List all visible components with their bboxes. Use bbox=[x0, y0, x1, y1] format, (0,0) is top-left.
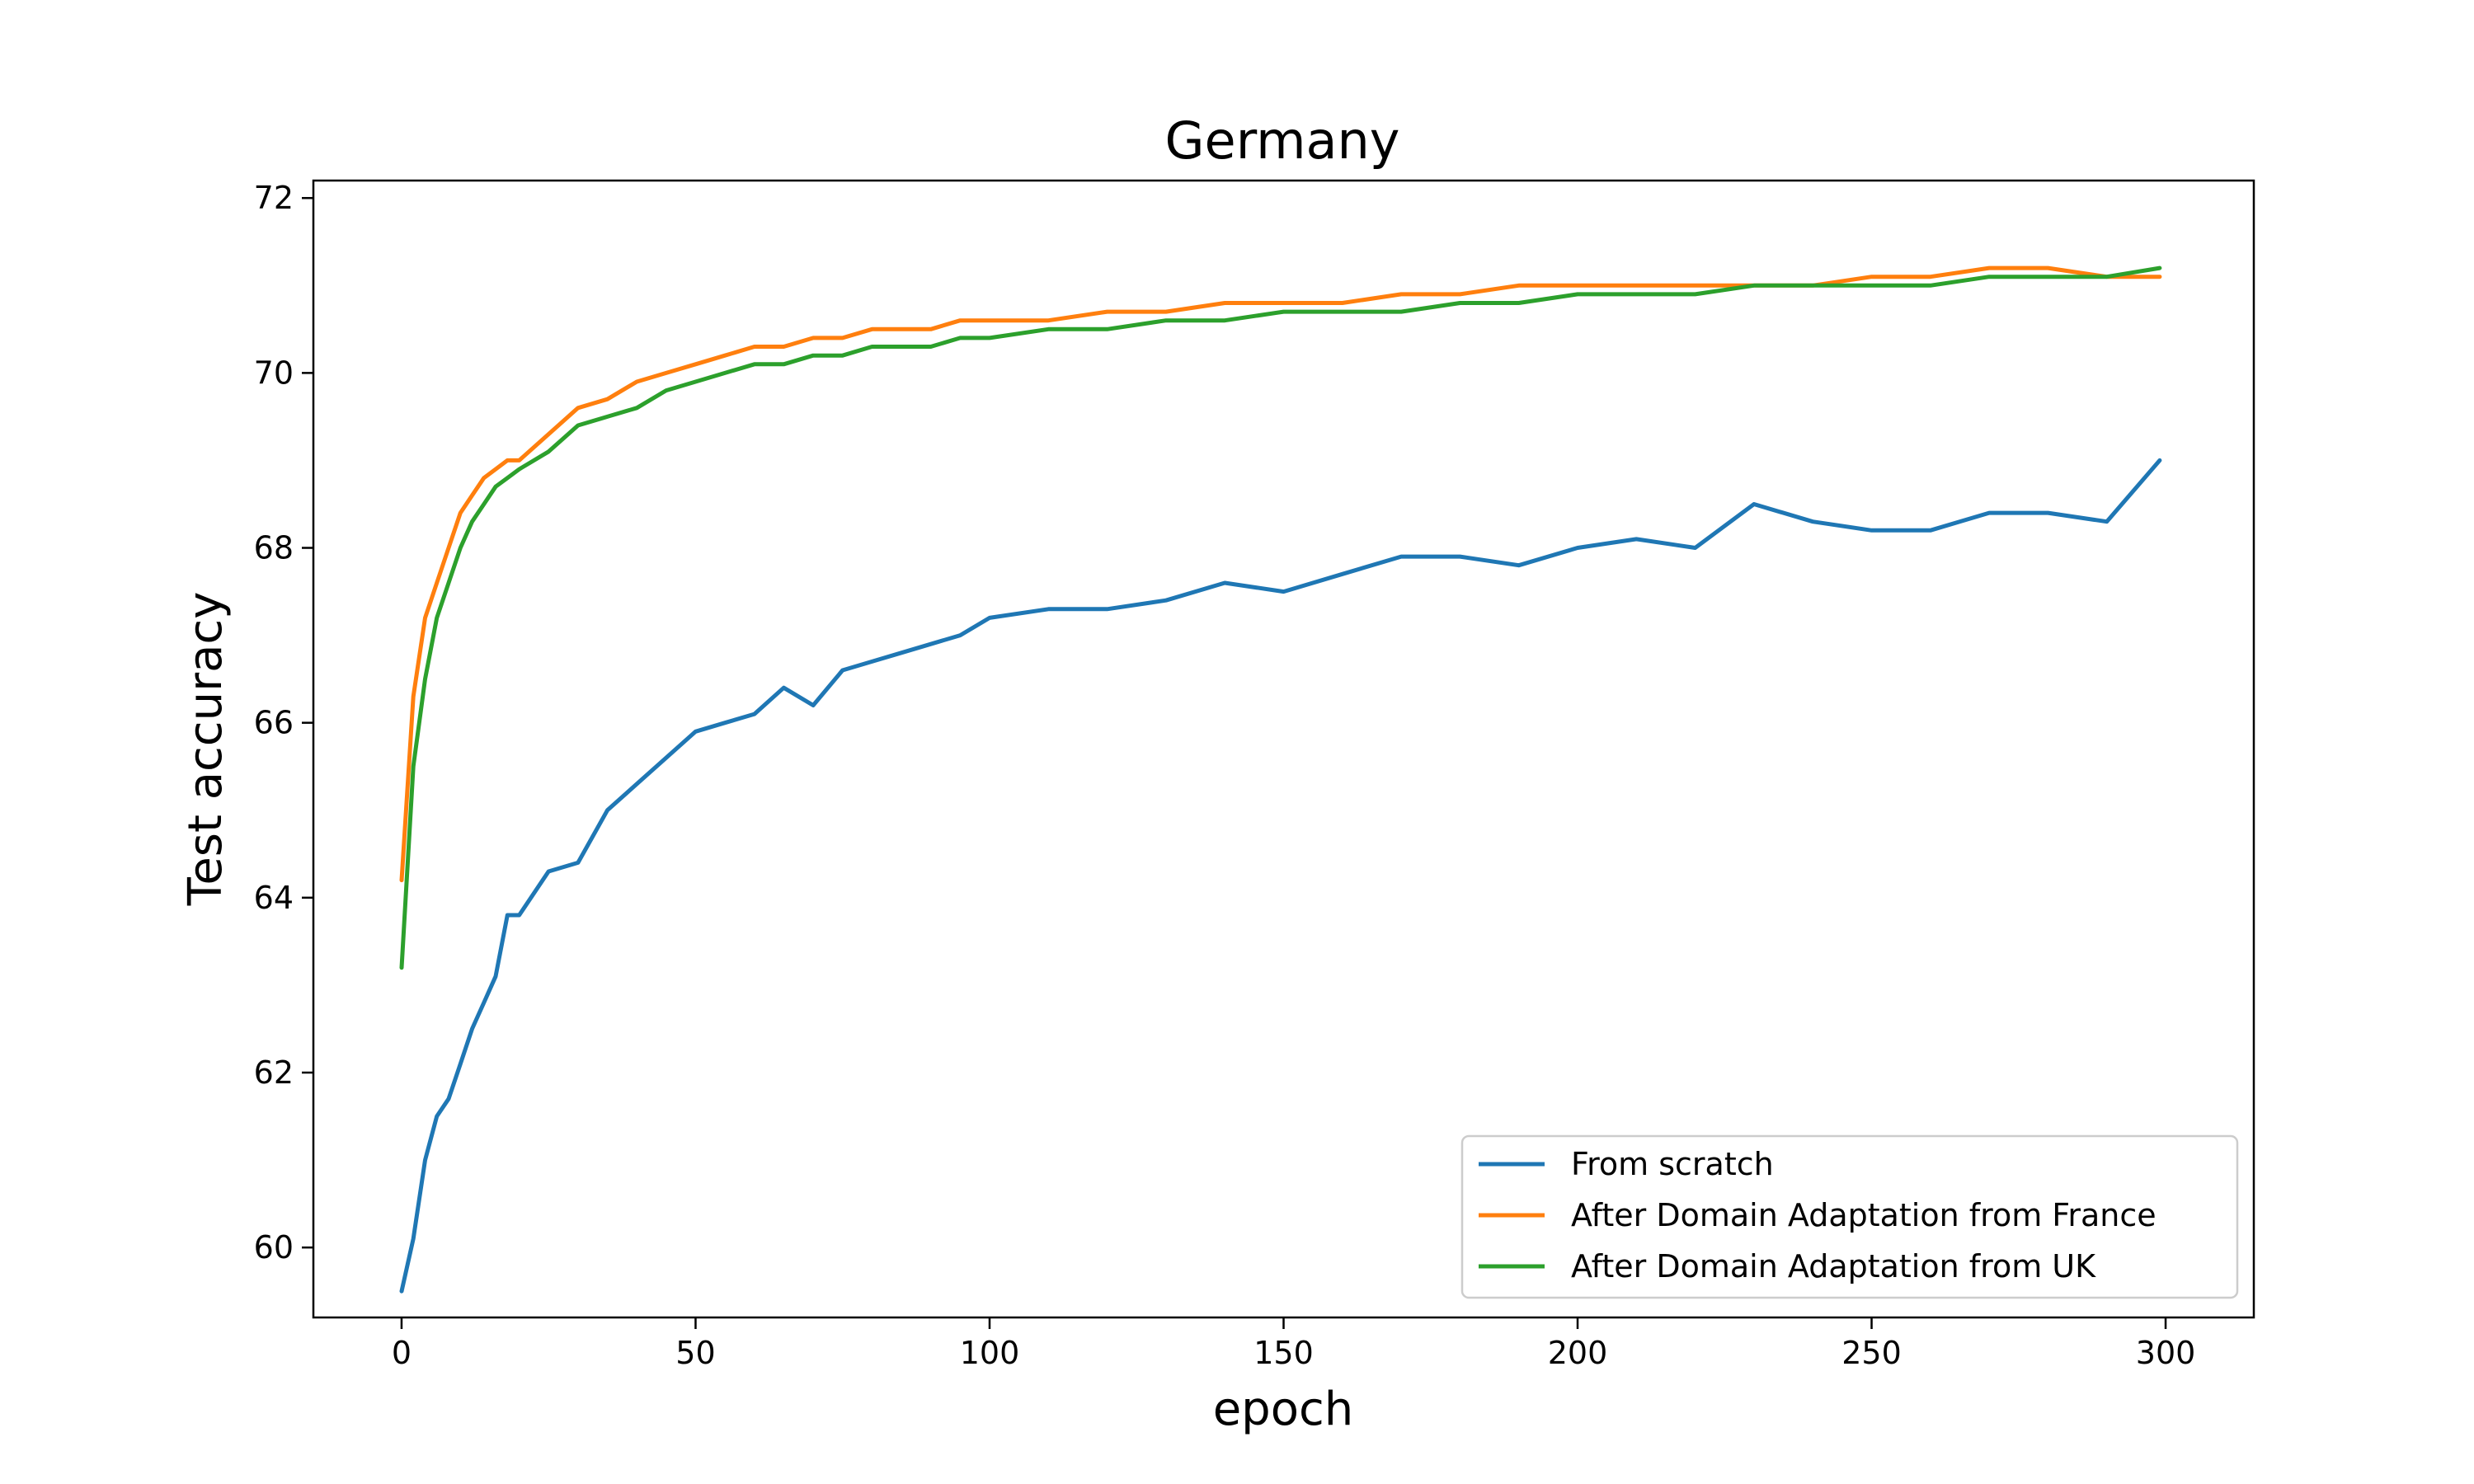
x-tick-label-100: 100 bbox=[960, 1335, 1020, 1371]
x-tick-label-300: 300 bbox=[2136, 1335, 2196, 1371]
legend-items: From scratch After Domain Adaptation from… bbox=[1479, 1146, 2157, 1284]
series-line-uk bbox=[399, 265, 2162, 970]
legend: From scratch After Domain Adaptation from… bbox=[1460, 1134, 2239, 1299]
y-tick-label-68: 68 bbox=[254, 530, 294, 566]
series-group bbox=[399, 265, 2162, 1294]
x-axis: 0 50 100 150 200 250 300 bbox=[392, 1317, 2195, 1371]
y-tick-label-60: 60 bbox=[254, 1229, 294, 1266]
chart-title: Germany bbox=[1165, 110, 1400, 171]
x-tick-label-250: 250 bbox=[1841, 1335, 1902, 1371]
legend-label-from-scratch: From scratch bbox=[1571, 1146, 1774, 1182]
y-tick-label-62: 62 bbox=[254, 1054, 294, 1091]
x-tick-label-200: 200 bbox=[1548, 1335, 1608, 1371]
y-axis: 60 62 64 66 68 70 72 bbox=[254, 180, 313, 1266]
y-axis-label: Test accuracy bbox=[179, 592, 233, 907]
y-tick-label-66: 66 bbox=[254, 705, 294, 741]
legend-label-uk: After Domain Adaptation from UK bbox=[1571, 1248, 2096, 1284]
x-tick-label-50: 50 bbox=[675, 1335, 715, 1371]
y-tick-label-70: 70 bbox=[254, 355, 294, 391]
x-tick-label-150: 150 bbox=[1253, 1335, 1314, 1371]
legend-label-france: After Domain Adaptation from France bbox=[1571, 1197, 2157, 1233]
series-line-from-scratch bbox=[399, 458, 2162, 1294]
y-tick-label-64: 64 bbox=[254, 880, 294, 916]
y-tick-label-72: 72 bbox=[254, 180, 294, 216]
series-line-france bbox=[399, 265, 2162, 883]
legend-box bbox=[1460, 1134, 2239, 1299]
x-axis-label: epoch bbox=[1213, 1383, 1354, 1436]
x-tick-label-0: 0 bbox=[392, 1335, 412, 1371]
